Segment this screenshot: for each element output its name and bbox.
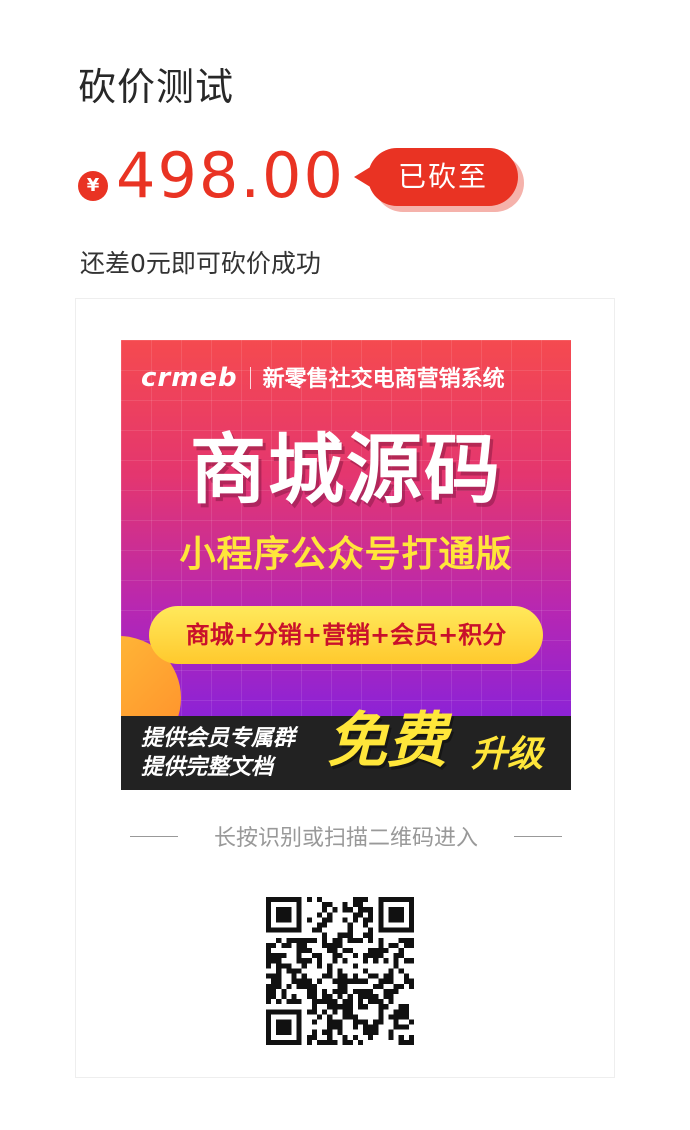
poster-upgrade-text: 升级 [471, 734, 544, 775]
price-row: ¥ 498.00 已砍至 [78, 139, 638, 220]
poster-free-text: 免费 [327, 706, 447, 776]
share-poster-card: crmeb 新零售社交电商营销系统 商城源码 小程序公众号打通版 商城+分销+营销… [75, 298, 615, 1078]
brand-divider [249, 367, 251, 389]
product-title: 砍价测试 [78, 65, 235, 109]
price-badge: 已砍至 [352, 148, 524, 212]
poster-headline: 商城源码 [190, 425, 502, 514]
current-price: 498.00 [116, 139, 345, 212]
poster-subheadline: 小程序公众号打通版 [179, 534, 513, 575]
bargain-status-text: 还差0元即可砍价成功 [80, 249, 321, 278]
poster-features-pill: 商城+分销+营销+会员+积分 [149, 606, 543, 664]
poster-bottom-bar: 提供会员专属群 提供完整文档 免费 升级 [121, 706, 571, 790]
poster-brand-row: crmeb 新零售社交电商营销系统 [141, 362, 505, 396]
qr-hint-row: 长按识别或扫描二维码进入 [130, 819, 562, 853]
crmeb-logo: crmeb [141, 363, 238, 393]
poster-bottom-line1: 提供会员专属群 [141, 726, 296, 751]
hint-right-line [513, 835, 562, 837]
badge-label: 已砍至 [368, 148, 518, 206]
badge-pointer-icon [354, 166, 372, 188]
currency-symbol: ¥ [78, 171, 108, 201]
promo-poster-image[interactable]: crmeb 新零售社交电商营销系统 商城源码 小程序公众号打通版 商城+分销+营销… [121, 340, 571, 790]
poster-bottom-left: 提供会员专属群 提供完整文档 [141, 724, 295, 782]
qr-hint-text: 长按识别或扫描二维码进入 [213, 826, 478, 851]
qr-code-icon[interactable] [266, 897, 414, 1045]
poster-bottom-line2: 提供完整文档 [141, 755, 274, 780]
brand-tagline: 新零售社交电商营销系统 [262, 367, 505, 392]
hint-left-line [130, 835, 178, 837]
